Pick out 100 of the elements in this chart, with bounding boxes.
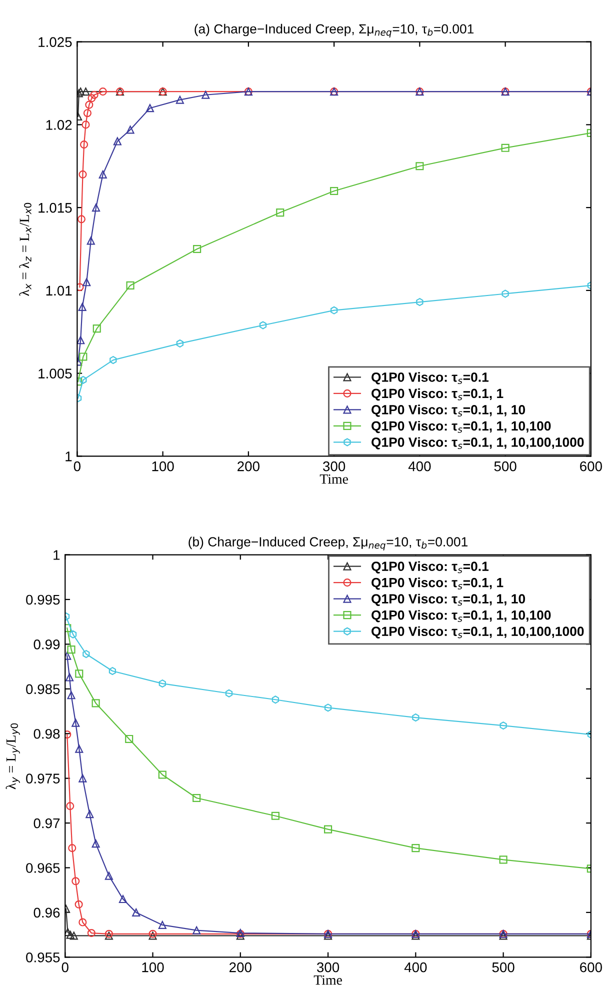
point — [78, 918, 87, 926]
point — [108, 666, 116, 676]
point — [202, 90, 210, 99]
point — [65, 673, 74, 682]
point — [412, 844, 420, 852]
point — [85, 100, 94, 109]
point — [90, 90, 98, 99]
point — [82, 650, 90, 658]
x-tick-label: 400 — [404, 962, 427, 972]
point — [146, 104, 154, 112]
legend-label: Q1P0 Visco: τ$_{s}$=0.1, 1, 10,100 — [372, 420, 551, 434]
point — [75, 670, 84, 678]
point — [126, 281, 134, 290]
legend-label: Q1P0 Visco: τ$_{s}$=0.1, 1, 10,100 — [372, 610, 551, 622]
chart-title: (a) Charge−Induced Creep, Σμ$_{neq}$=10, τ$_{b}$=0.001 — [194, 24, 474, 38]
point — [499, 856, 508, 864]
y-tick-label: 0.99 — [34, 640, 60, 650]
point — [77, 283, 84, 292]
point — [82, 120, 90, 129]
point — [92, 204, 100, 212]
point — [78, 774, 87, 782]
y-tick-label: 0.975 — [26, 774, 60, 784]
point — [193, 244, 202, 254]
point — [98, 170, 107, 178]
point — [77, 215, 86, 224]
point — [65, 928, 72, 936]
point — [87, 928, 96, 938]
y-tick-label: 1.025 — [38, 37, 72, 47]
point — [67, 691, 76, 700]
point — [66, 930, 74, 939]
point — [66, 802, 74, 810]
legend-label: Q1P0 Visco: τ$_{s}$=0.1, 1, 10 — [372, 594, 526, 606]
point — [324, 825, 332, 834]
point — [88, 94, 96, 102]
x-axis-title: Time — [320, 474, 348, 484]
point — [416, 162, 424, 170]
x-tick-label: 600 — [580, 962, 602, 972]
x-axis-title: Time — [314, 975, 342, 985]
point — [77, 336, 85, 344]
point — [272, 696, 280, 704]
point — [502, 290, 509, 298]
point — [501, 144, 510, 152]
x-tick-label: 500 — [494, 461, 516, 472]
point — [72, 877, 80, 886]
point — [118, 895, 127, 904]
x-tick-label: 100 — [142, 962, 164, 972]
point — [92, 324, 101, 333]
point — [192, 926, 201, 934]
point — [110, 356, 117, 364]
point — [79, 352, 88, 361]
x-tick-label: 500 — [492, 962, 514, 972]
point — [75, 744, 84, 753]
y-tick-label: 1 — [66, 452, 72, 462]
point — [158, 680, 166, 688]
chart-title: (b) Charge−Induced Creep, Σμ$_{neq}$=10, τ$_{b}$=0.001 — [188, 536, 468, 550]
y-tick-label: 0.98 — [34, 728, 60, 739]
point — [412, 713, 420, 722]
y-tick-label: 1 — [54, 550, 60, 560]
y-tick-label: 0.97 — [34, 818, 60, 828]
point — [158, 920, 166, 929]
legend-label: Q1P0 Visco: τ$_{s}$=0.1, 1 — [372, 388, 504, 401]
x-tick-label: 200 — [230, 962, 252, 972]
point — [225, 689, 233, 698]
point — [126, 126, 134, 134]
y-tick-label: 1.015 — [38, 202, 72, 213]
point — [77, 88, 85, 96]
point — [330, 306, 338, 314]
point — [276, 208, 284, 217]
point — [69, 630, 77, 638]
point — [104, 872, 113, 880]
y-tick-label: 1.01 — [46, 286, 72, 296]
point — [500, 722, 507, 730]
y-tick-label: 0.995 — [26, 594, 60, 605]
point — [176, 96, 184, 104]
x-tick-label: 200 — [238, 461, 260, 472]
legend-label: Q1P0 Visco: τ$_{s}$=0.1, 1, 10,100,1000 — [372, 626, 584, 638]
point — [67, 646, 76, 654]
point — [158, 770, 166, 779]
point — [72, 718, 80, 727]
point — [83, 109, 92, 118]
point — [82, 88, 90, 96]
point — [132, 908, 140, 916]
point — [98, 88, 107, 96]
y-axis-title: λ$_{y}$ = L$_{y}$/L$_{y0}$ — [6, 723, 20, 790]
point — [78, 170, 87, 178]
y-tick-label: 0.955 — [26, 952, 60, 962]
point — [176, 339, 184, 348]
legend-label: Q1P0 Visco: τ$_{s}$=0.1, 1, 10 — [372, 404, 526, 417]
x-tick-label: 300 — [316, 962, 340, 972]
point — [324, 704, 332, 712]
point — [259, 321, 267, 330]
x-tick-label: 300 — [323, 461, 346, 472]
point — [82, 278, 91, 286]
x-tick-label: 0 — [74, 461, 81, 472]
point — [330, 186, 338, 196]
point — [80, 376, 87, 384]
y-tick-label: 1.005 — [38, 368, 72, 378]
x-tick-label: 100 — [152, 461, 174, 472]
point — [78, 302, 86, 312]
y-tick-label: 0.965 — [26, 863, 60, 873]
